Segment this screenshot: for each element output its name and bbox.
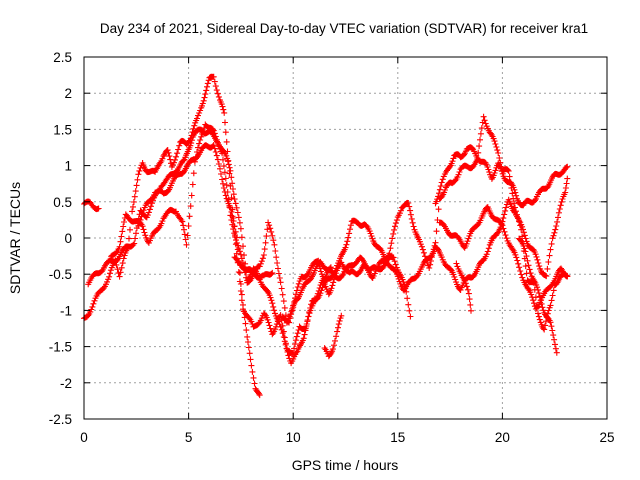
chart-title: Day 234 of 2021, Sidereal Day-to-day VTE… xyxy=(100,21,588,36)
series-9 xyxy=(432,144,571,209)
y-tick-label: -1 xyxy=(60,303,72,318)
series-12 xyxy=(516,235,560,356)
series-8-markers xyxy=(321,312,345,360)
x-tick-label: 15 xyxy=(390,430,405,445)
series-4 xyxy=(108,121,334,326)
series-2 xyxy=(81,73,571,357)
series-4-markers xyxy=(108,121,334,326)
y-tick-label: 0 xyxy=(64,231,72,246)
series-7-markers xyxy=(279,253,414,326)
series-10-markers xyxy=(436,204,571,312)
series-9-markers xyxy=(432,144,571,209)
series-7 xyxy=(279,253,414,326)
data-markers xyxy=(81,73,571,399)
x-tick-label: 10 xyxy=(286,430,301,445)
series-5 xyxy=(135,142,263,399)
series-6 xyxy=(231,254,276,281)
y-tick-label: 2.5 xyxy=(53,50,72,65)
series-11-markers xyxy=(453,260,474,314)
x-axis-label: GPS time / hours xyxy=(292,457,399,473)
y-tick-label: -0.5 xyxy=(49,267,72,282)
y-tick-label: 0.5 xyxy=(53,195,72,210)
y-tick-label: 1 xyxy=(64,159,72,174)
series-8 xyxy=(321,312,345,360)
series-12-markers xyxy=(516,235,560,356)
y-tick-label: -2 xyxy=(60,376,72,391)
series-5-markers xyxy=(135,142,263,399)
series-10 xyxy=(436,204,571,312)
y-tick-label: -2.5 xyxy=(49,412,72,427)
x-tick-label: 20 xyxy=(495,430,510,445)
series-11 xyxy=(453,260,474,314)
y-axis-label: SDTVAR / TECUs xyxy=(7,182,23,294)
x-tick-label: 5 xyxy=(185,430,193,445)
y-tick-label: 2 xyxy=(64,86,72,101)
axis-ticks: 0 5 10 15 20 25 -2.5 -2 -1.5 -1 -0.5 0 0.5 1 1.5 2 2.5 xyxy=(49,50,615,445)
y-tick-label: -1.5 xyxy=(49,340,72,355)
y-tick-label: 1.5 xyxy=(53,122,72,137)
x-tick-label: 0 xyxy=(80,430,88,445)
series-2-markers xyxy=(81,73,571,357)
x-tick-label: 25 xyxy=(599,430,614,445)
series-6-markers xyxy=(231,254,276,281)
